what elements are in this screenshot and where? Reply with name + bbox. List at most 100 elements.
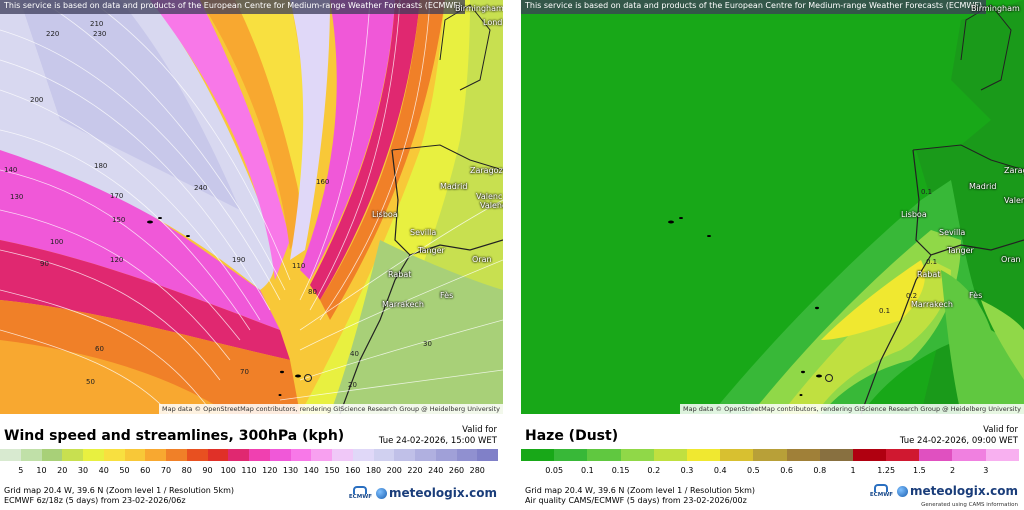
dust-field [521, 0, 1024, 414]
legend-tick-label: 0.4 [713, 466, 727, 475]
legend-tick-label: 1.25 [877, 466, 896, 475]
legend-tick-label: 0.2 [647, 466, 661, 475]
legend-tick-label: 60 [140, 466, 151, 475]
legend-tick-label: 50 [119, 466, 130, 475]
legend-ticks: 0.05 0.1 0.15 0.2 0.3 0.4 0.5 0.6 0.8 1 1.25 1.5 2 3 [521, 466, 1024, 478]
value-label: 0.1 [926, 258, 938, 266]
legend-swatch [415, 449, 436, 461]
legend-tick-label: 120 [262, 466, 278, 475]
dust-panel: This service is based on data and produc… [521, 0, 1024, 510]
wind-map[interactable]: This service is based on data and produc… [0, 0, 503, 414]
legend-tick-label: 0.6 [780, 466, 793, 475]
speed-label: 190 [232, 256, 246, 264]
legend-tick-label: 20 [57, 466, 68, 475]
map-title: Wind speed and streamlines, 300hPa (kph) [4, 428, 345, 444]
valid-time: Valid for Tue 24-02-2026, 09:00 WET [900, 425, 1018, 447]
legend-swatch [20, 449, 42, 461]
grid-info: Grid map 20.4 W, 39.6 N (Zoom level 1 / … [4, 486, 235, 495]
disclaimer: This service is based on data and produc… [0, 0, 466, 14]
city-label: Lond [483, 18, 503, 27]
legend-swatch [521, 449, 555, 461]
legend-tick-label: 30 [77, 466, 89, 475]
speed-label: 240 [194, 184, 208, 192]
model-run: Air quality CAMS/ECMWF (5 days) from 23-… [525, 496, 747, 505]
city-label: Zaragoz [470, 166, 503, 175]
legend-swatch [186, 449, 208, 461]
cams-note: Generated using CAMS information [921, 502, 1018, 508]
legend-tick-label: 160 [345, 466, 361, 475]
speed-label: 140 [4, 166, 18, 174]
meteologix-logo[interactable]: meteologix.com [376, 486, 497, 500]
legend-tick-label: 180 [365, 466, 382, 475]
legend-tick-label: 100 [220, 466, 236, 475]
legend-tick-label: 0.8 [813, 466, 827, 475]
speed-label: 60 [95, 345, 104, 353]
legend-tick-label: 0.5 [747, 466, 760, 475]
speed-label: 130 [10, 193, 24, 201]
city-label: Birmingham [455, 4, 503, 13]
legend-swatch [952, 449, 986, 461]
legend-tick-label: 3 [983, 466, 989, 475]
speed-label: 230 [93, 30, 107, 38]
legend-swatch [919, 449, 953, 461]
legend-swatch [332, 449, 353, 461]
legend-tick-label: 0.1 [581, 466, 594, 475]
city-label: Zaragoz [1004, 166, 1024, 175]
speed-label: 110 [292, 262, 306, 270]
speed-label: 200 [30, 96, 44, 104]
city-label: Lisboa [901, 210, 927, 219]
city-label: Fès [440, 291, 454, 300]
city-label: Marrakech [911, 300, 953, 309]
model-info: Grid map 20.4 W, 39.6 N (Zoom level 1 / … [525, 486, 755, 506]
legend-tick-label: 130 [282, 466, 299, 475]
wind-panel: This service is based on data and produc… [0, 0, 503, 510]
legend-swatch [985, 449, 1019, 461]
speed-label: 220 [46, 30, 60, 38]
speed-label: 180 [94, 162, 108, 170]
city-label: Valenc [480, 201, 503, 210]
ecmwf-logo: ECMWF [870, 484, 893, 498]
legend-tick-label: 10 [36, 466, 47, 475]
legend-swatch [269, 449, 291, 461]
meteologix-logo[interactable]: meteologix.com [897, 484, 1018, 498]
color-legend [521, 449, 1019, 461]
valid-date: Tue 24-02-2026, 09:00 WET [899, 436, 1018, 446]
legend-swatch [0, 449, 21, 461]
speed-label: 210 [90, 20, 104, 28]
city-label: Marrakech [382, 300, 424, 309]
legend-swatch [290, 449, 312, 461]
legend-tick-label: 5 [18, 466, 24, 475]
legend-swatch [166, 449, 187, 461]
legend-swatch [653, 449, 687, 461]
legend-tick-label: 150 [324, 466, 340, 475]
wind-field [0, 0, 503, 414]
legend-swatch [207, 449, 229, 461]
legend-tick-label: 80 [181, 466, 192, 475]
city-label: Fès [969, 291, 983, 300]
globe-icon [897, 485, 909, 497]
speed-label: 150 [112, 216, 126, 224]
legend-tick-label: 110 [241, 466, 257, 475]
legend-tick-label: 1.5 [913, 466, 926, 475]
valid-date: Tue 24-02-2026, 15:00 WET [378, 436, 497, 446]
speed-label: 70 [240, 368, 249, 376]
city-label: Sevilla [410, 228, 437, 237]
dust-map[interactable]: This service is based on data and produc… [521, 0, 1024, 414]
legend-swatch [62, 449, 83, 461]
valid-label: Valid for [983, 425, 1018, 435]
speed-label: 40 [350, 350, 359, 358]
city-label: Oran [472, 255, 492, 264]
legend-swatch [587, 449, 621, 461]
legend-swatch [145, 449, 166, 461]
city-label: Lisboa [372, 210, 398, 219]
speed-label: 120 [110, 256, 124, 264]
map-attribution: Map data © OpenStreetMap contributors, r… [159, 404, 503, 414]
legend-swatch [886, 449, 920, 461]
valid-label: Valid for [462, 425, 497, 435]
legend-swatch [124, 449, 146, 461]
model-run: ECMWF 6z/18z (5 days) from 23-02-2026/06… [4, 496, 186, 505]
legend-swatch [686, 449, 721, 461]
speed-label: 170 [110, 192, 124, 200]
city-label: Rabat [388, 270, 412, 279]
valid-time: Valid for Tue 24-02-2026, 15:00 WET [379, 425, 497, 447]
